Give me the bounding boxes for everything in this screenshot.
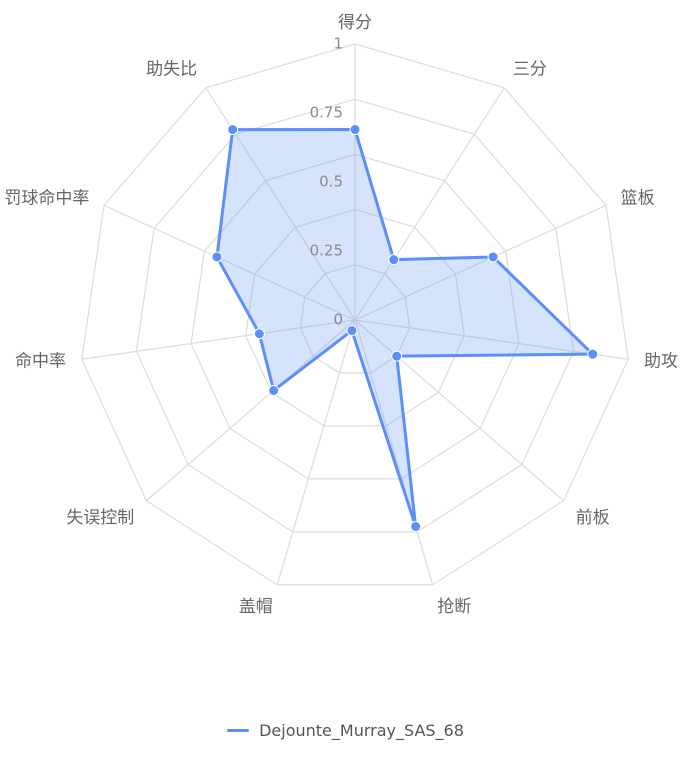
legend: Dejounte_Murray_SAS_68 bbox=[0, 718, 691, 742]
axis-label-5: 抢断 bbox=[437, 597, 471, 617]
tick-labels: 0 0.25 0.5 0.75 1 bbox=[310, 35, 343, 329]
axis-line-7 bbox=[146, 319, 356, 502]
data-point-1[interactable] bbox=[388, 254, 400, 266]
axis-label-9: 罚球命中率 bbox=[4, 189, 89, 209]
axis-label-2: 篮板 bbox=[621, 189, 655, 209]
axis-line-6 bbox=[276, 319, 356, 585]
legend-label: Dejounte_Murray_SAS_68 bbox=[259, 720, 464, 740]
tick-label-0: 0 bbox=[333, 311, 343, 329]
axis-label-4: 前板 bbox=[576, 508, 610, 528]
tick-label-3: 0.75 bbox=[310, 104, 343, 122]
axis-label-0: 得分 bbox=[338, 13, 372, 33]
axis-line-4 bbox=[354, 319, 564, 502]
data-point-0[interactable] bbox=[349, 124, 361, 136]
data-point-5[interactable] bbox=[410, 521, 422, 533]
data-point-3[interactable] bbox=[587, 348, 599, 360]
data-point-4[interactable] bbox=[391, 350, 403, 362]
grid-ring-5 bbox=[81, 43, 629, 586]
data-point-6[interactable] bbox=[346, 325, 358, 337]
axis-line-5 bbox=[354, 319, 434, 585]
grid bbox=[81, 43, 629, 586]
axis-label-8: 命中率 bbox=[15, 352, 66, 372]
axis-label-1: 三分 bbox=[513, 59, 547, 79]
grid-ring-3 bbox=[190, 153, 520, 480]
tick-label-1: 0.25 bbox=[310, 242, 343, 260]
axis-line-3 bbox=[354, 319, 629, 360]
axes bbox=[81, 44, 629, 585]
axis-line-8 bbox=[81, 319, 356, 360]
legend-item[interactable]: Dejounte_Murray_SAS_68 bbox=[227, 721, 464, 740]
axis-line-2 bbox=[354, 204, 607, 321]
tick-label-4: 1 bbox=[333, 35, 343, 53]
data-point-10[interactable] bbox=[227, 124, 239, 136]
grid-ring-4 bbox=[135, 98, 575, 533]
data-point-2[interactable] bbox=[487, 251, 499, 263]
grid-ring-2 bbox=[245, 208, 465, 427]
axis-label-7: 失误控制 bbox=[66, 508, 134, 528]
tick-label-2: 0.5 bbox=[319, 173, 343, 191]
axis-label-6: 盖帽 bbox=[239, 597, 273, 617]
data-point-7[interactable] bbox=[268, 384, 280, 396]
series-area-0 bbox=[215, 128, 595, 529]
data-point-8[interactable] bbox=[253, 328, 265, 340]
data-point-9[interactable] bbox=[211, 251, 223, 263]
axis-line-1 bbox=[354, 87, 505, 321]
axis-line-9 bbox=[103, 204, 356, 321]
legend-line-marker bbox=[227, 728, 250, 732]
axis-label-3: 助攻 bbox=[644, 352, 678, 372]
series-layer bbox=[211, 124, 599, 533]
grid-ring-1 bbox=[299, 264, 411, 374]
axis-label-10: 助失比 bbox=[146, 59, 197, 79]
